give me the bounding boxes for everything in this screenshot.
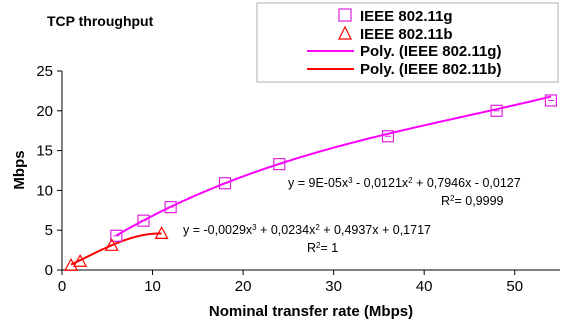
equation-80211b-part2: + 0,0234x xyxy=(257,223,316,237)
y-tick-label: 10 xyxy=(36,182,53,199)
legend-label-poly-80211b: Poly. (IEEE 802.11b) xyxy=(360,61,501,78)
y-ticks: 0 5 10 15 20 25 xyxy=(36,63,62,279)
equation-80211g-part2: - 0,0121x xyxy=(353,176,409,190)
x-tick-label: 30 xyxy=(325,278,342,295)
r2-80211g-exp: 2 xyxy=(450,194,455,203)
x-ticks: 0 10 20 30 40 50 xyxy=(58,270,523,295)
x-tick-label: 20 xyxy=(235,278,252,295)
equation-80211b-part3: + 0,4937x + 0,1717 xyxy=(320,223,431,237)
trendline-80211g xyxy=(115,95,552,237)
y-axis: 0 5 10 15 20 25 xyxy=(36,63,63,279)
chart-title: TCP throughput xyxy=(47,13,154,29)
data-point-80211g xyxy=(490,104,503,117)
r2-80211b: R2= 1 xyxy=(307,241,338,256)
trendlines xyxy=(70,95,552,266)
equation-80211b-exp3: 3 xyxy=(252,223,257,232)
y-axis-title: Mbps xyxy=(11,150,28,189)
legend-marker-80211b xyxy=(338,25,352,40)
legend-marker-80211g xyxy=(338,8,352,22)
data-point-80211b xyxy=(64,257,79,271)
data-point-80211g xyxy=(137,214,150,227)
x-tick-label: 0 xyxy=(58,278,66,295)
equation-80211g-part3: + 0,7946x - 0,0127 xyxy=(413,176,521,190)
r2-80211g: R2= 0,9999 xyxy=(441,194,504,209)
equation-80211g-part1: y = 9E-05x xyxy=(288,176,349,190)
r2-80211b-exp: 2 xyxy=(316,241,321,250)
data-point-80211g xyxy=(544,94,558,107)
data-point-80211b xyxy=(104,238,119,251)
y-tick-label: 5 xyxy=(45,222,53,239)
y-tick-label: 20 xyxy=(36,103,53,120)
data-point-80211g xyxy=(218,177,232,190)
x-axis-title: Nominal transfer rate (Mbps) xyxy=(209,303,413,320)
data-point-80211g xyxy=(110,229,123,242)
data-point-80211g xyxy=(164,201,177,214)
x-axis: 0 10 20 30 40 50 xyxy=(58,269,560,295)
legend-label-poly-80211g: Poly. (IEEE 802.11g) xyxy=(360,43,501,60)
y-tick-label: 25 xyxy=(36,63,53,80)
trendline-80211b xyxy=(70,232,162,266)
legend-label-80211b: IEEE 802.11b xyxy=(360,26,453,43)
r2-80211b-letter: R xyxy=(307,241,316,255)
data-point-80211b xyxy=(154,226,169,239)
equation-80211g-exp2: 2 xyxy=(408,176,413,185)
y-tick-label: 15 xyxy=(36,143,53,160)
legend: IEEE 802.11g IEEE 802.11b Poly. (IEEE 80… xyxy=(256,2,559,83)
y-tick-label: 0 xyxy=(45,262,53,279)
r2-80211g-letter: R xyxy=(441,194,450,208)
r2-80211g-value: = 0,9999 xyxy=(454,194,503,208)
equation-80211b: y = -0,0029x3 + 0,0234x2 + 0,4937x + 0,1… xyxy=(183,223,431,238)
x-tick-label: 40 xyxy=(416,278,433,295)
r2-80211b-value: = 1 xyxy=(320,241,338,255)
equation-80211b-part1: y = -0,0029x xyxy=(183,223,253,237)
data-points xyxy=(64,94,558,271)
data-point-80211g xyxy=(273,158,286,171)
x-tick-label: 10 xyxy=(144,278,161,295)
x-tick-label: 50 xyxy=(506,278,523,295)
legend-label-80211g: IEEE 802.11g xyxy=(360,8,453,25)
data-point-80211g xyxy=(381,130,395,143)
equation-80211b-exp2: 2 xyxy=(315,223,320,232)
data-point-80211b xyxy=(73,253,88,267)
equation-80211g: y = 9E-05x3 - 0,0121x2 + 0,7946x - 0,012… xyxy=(288,176,521,191)
equation-80211g-exp3: 3 xyxy=(348,176,353,185)
